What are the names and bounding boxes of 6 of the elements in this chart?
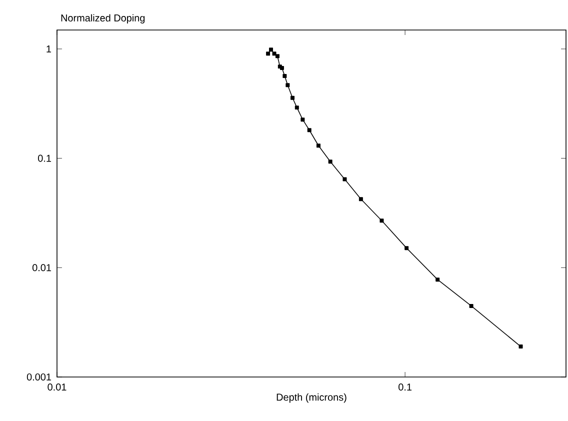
y-tick-label: 0.01 [32, 264, 51, 272]
y-tick-label: 1 [46, 46, 51, 52]
y-axis-title: Normalized Doping [61, 14, 145, 24]
y-tick-label: 0.001 [26, 373, 51, 381]
x-axis-title: Depth (microns) [276, 393, 346, 403]
y-tick-label: 0.1 [38, 154, 51, 162]
